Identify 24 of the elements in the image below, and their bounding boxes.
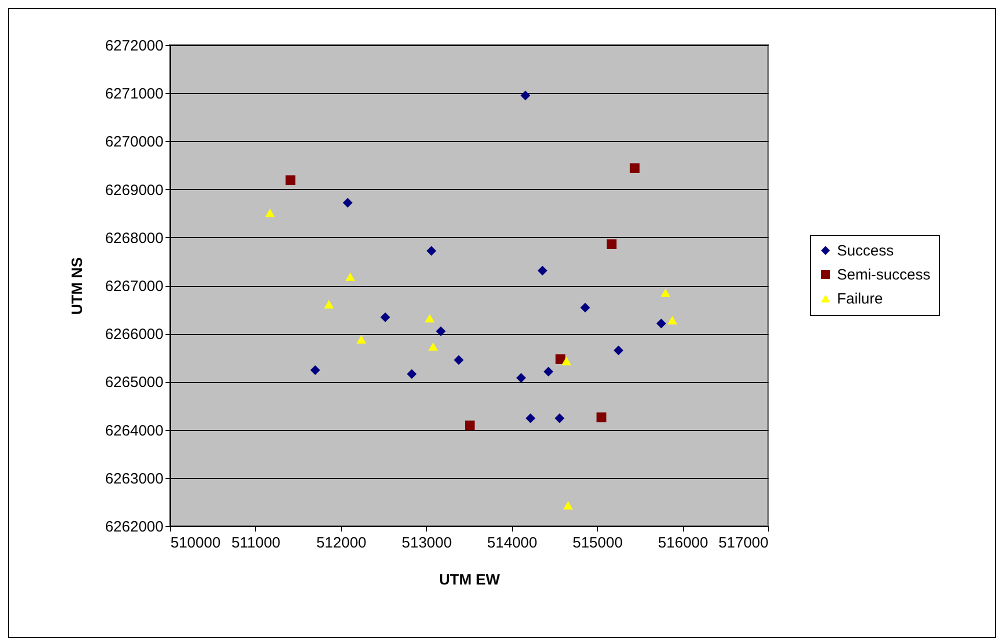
y-tick-label: 6268000 xyxy=(105,230,164,247)
y-tick-label: 6264000 xyxy=(105,422,164,440)
x-tick-label: 517000 xyxy=(718,534,768,552)
y-tick-label: 6269000 xyxy=(105,182,164,199)
legend-label: Success xyxy=(837,242,894,260)
x-tick-label: 510000 xyxy=(170,534,221,552)
y-tick-label: 6262000 xyxy=(105,518,164,536)
x-tick-label: 516000 xyxy=(658,534,708,552)
x-tick-label: 512000 xyxy=(316,534,366,552)
x-axis-title: UTM EW xyxy=(439,572,501,588)
x-tick-label: 511000 xyxy=(231,534,280,552)
y-tick-label: 6267000 xyxy=(105,278,164,295)
legend-label: Semi-success xyxy=(837,266,930,284)
x-tick-label: 514000 xyxy=(487,534,538,552)
y-tick-label: 6271000 xyxy=(105,86,164,103)
y-tick-label: 6263000 xyxy=(105,470,164,488)
y-tick-label: 6270000 xyxy=(105,134,164,151)
legend-label: Failure xyxy=(837,290,883,308)
x-tick-label: 513000 xyxy=(402,534,452,552)
y-tick-label: 6272000 xyxy=(105,38,164,54)
x-tick-label: 515000 xyxy=(572,534,623,552)
y-axis-title: UTM NS xyxy=(69,257,86,315)
y-tick-label: 6266000 xyxy=(105,326,164,344)
y-tick-label: 6265000 xyxy=(105,374,164,392)
